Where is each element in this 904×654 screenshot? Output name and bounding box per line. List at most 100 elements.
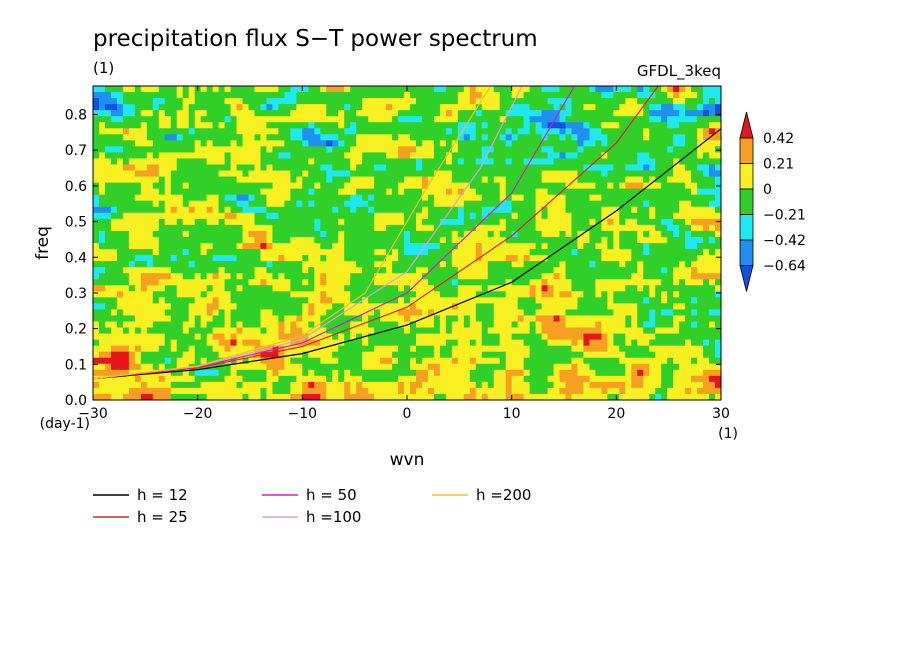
heat-cell — [188, 351, 196, 359]
heat-cell — [553, 206, 561, 214]
heat-cell — [272, 315, 280, 323]
heat-cell — [481, 116, 489, 123]
heat-cell — [697, 116, 704, 123]
heat-cell — [529, 218, 537, 226]
heat-cell — [392, 146, 399, 154]
heat-cell — [278, 285, 285, 292]
heat-cell — [344, 92, 351, 99]
heat-cell — [475, 357, 483, 365]
heat-cell — [116, 255, 124, 262]
heat-cell — [583, 279, 591, 286]
heat-cell — [511, 261, 519, 268]
heat-cell — [350, 309, 357, 317]
heat-cell — [398, 339, 405, 347]
heat-cell — [685, 92, 692, 99]
heat-cell — [320, 309, 327, 317]
heat-cell — [254, 243, 262, 250]
heat-cell — [260, 297, 268, 304]
heat-cell — [511, 188, 519, 196]
heat-cell — [338, 92, 345, 99]
heat-cell — [499, 309, 507, 317]
heat-cell — [152, 176, 160, 184]
heat-cell — [152, 261, 160, 268]
heat-cell — [667, 116, 674, 123]
heat-cell — [380, 363, 387, 371]
heat-cell — [475, 170, 483, 178]
heat-cell — [475, 206, 483, 214]
heat-cell — [673, 291, 680, 298]
heat-cell — [577, 218, 585, 226]
heat-cell — [493, 92, 501, 99]
heat-cell — [206, 182, 214, 190]
heat-cell — [134, 110, 142, 117]
heat-cell — [380, 345, 387, 353]
heat-cell — [254, 140, 262, 147]
heat-cell — [350, 170, 357, 178]
heat-cell — [421, 267, 429, 274]
heat-cell — [368, 303, 375, 311]
heat-cell — [577, 212, 585, 220]
heat-cell — [655, 309, 662, 317]
heat-cell — [697, 351, 704, 359]
heat-cell — [104, 309, 112, 317]
heat-cell — [188, 255, 196, 262]
heat-cell — [445, 267, 453, 274]
heat-cell — [218, 116, 226, 123]
heat-cell — [110, 369, 118, 377]
heat-cell — [595, 291, 602, 298]
heat-cell — [439, 218, 447, 226]
heat-cell — [290, 279, 297, 286]
heat-cell — [553, 279, 561, 286]
heat-cell — [409, 303, 417, 311]
heat-cell — [649, 170, 656, 178]
heat-cell — [170, 176, 178, 184]
heat-cell — [511, 86, 519, 93]
heat-cell — [511, 182, 519, 190]
heat-cell — [655, 303, 662, 311]
heat-cell — [709, 164, 716, 172]
heat-cell — [451, 267, 459, 274]
heat-cell — [320, 92, 327, 99]
heat-cell — [475, 116, 483, 123]
heat-cell — [553, 92, 561, 99]
heat-cell — [170, 249, 178, 256]
heat-cell — [104, 128, 112, 135]
heat-cell — [439, 303, 447, 311]
heat-cell — [338, 128, 345, 135]
heat-cell — [547, 303, 555, 311]
heat-cell — [565, 200, 573, 208]
heat-cell — [667, 345, 674, 353]
heat-cell — [242, 327, 250, 335]
heat-cell — [242, 333, 250, 341]
heat-cell — [649, 236, 656, 244]
heat-cell — [679, 303, 686, 311]
heat-cell — [194, 140, 202, 147]
heat-cell — [236, 369, 244, 377]
heat-cell — [463, 249, 471, 256]
heat-cell — [140, 249, 148, 256]
heat-cell — [601, 345, 608, 353]
heat-cell — [415, 273, 423, 280]
heat-cell — [374, 212, 381, 220]
heat-cell — [619, 86, 626, 93]
heat-cell — [709, 261, 716, 268]
heat-cell — [529, 86, 537, 93]
heat-cell — [643, 116, 650, 123]
heat-cell — [170, 86, 178, 93]
heat-cell — [254, 339, 262, 347]
heat-cell — [427, 104, 435, 111]
heat-cell — [409, 297, 417, 304]
heat-cell — [128, 351, 136, 359]
heat-cell — [409, 176, 417, 184]
heat-cell — [158, 345, 166, 353]
heat-cell — [505, 321, 513, 329]
heat-cell — [296, 218, 303, 226]
heat-cell — [445, 128, 453, 135]
heat-cell — [685, 267, 692, 274]
heat-cell — [224, 291, 232, 298]
heat-cell — [673, 327, 680, 335]
heat-cell — [475, 176, 483, 184]
heat-cell — [439, 98, 447, 105]
heat-cell — [427, 279, 435, 286]
heat-cell — [577, 182, 585, 190]
